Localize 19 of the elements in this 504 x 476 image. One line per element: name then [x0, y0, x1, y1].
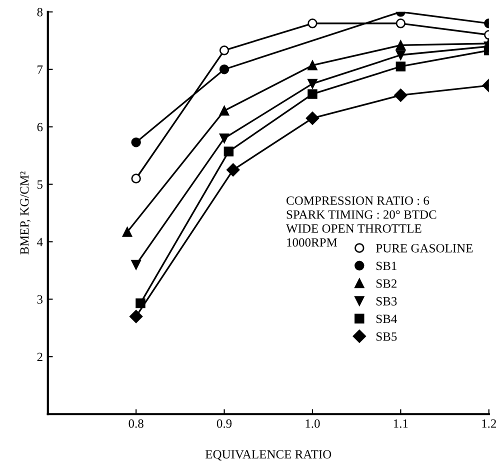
legend-label: SB4 [376, 314, 397, 324]
legend-label: SB5 [376, 332, 397, 341]
y-tick-label: 2 [37, 352, 42, 361]
legend-label: SB1 [376, 262, 396, 270]
y-tick-label: 5 [37, 180, 43, 189]
x-tick-label: 0.8 [128, 419, 144, 428]
y-tick-label: 6 [37, 122, 43, 132]
legend-label: SB3 [376, 297, 397, 306]
y-tick-label: 4 [37, 238, 43, 246]
legend-label: SB2 [376, 279, 396, 288]
x-tick-label: 0.9 [216, 419, 232, 428]
x-tick-label: 1.2 [482, 419, 496, 428]
y-tick-label: 7 [38, 66, 43, 74]
y-tick-label: 8 [37, 8, 43, 16]
y-tick-label: 3 [37, 295, 43, 304]
y-axis-title: BMEP, KG/CM² [20, 171, 30, 254]
x-tick-label: 1.0 [306, 419, 320, 428]
x-tick-label: 1.1 [394, 419, 408, 428]
x-axis-title: EQUIVALENCE RATIO [205, 450, 332, 460]
